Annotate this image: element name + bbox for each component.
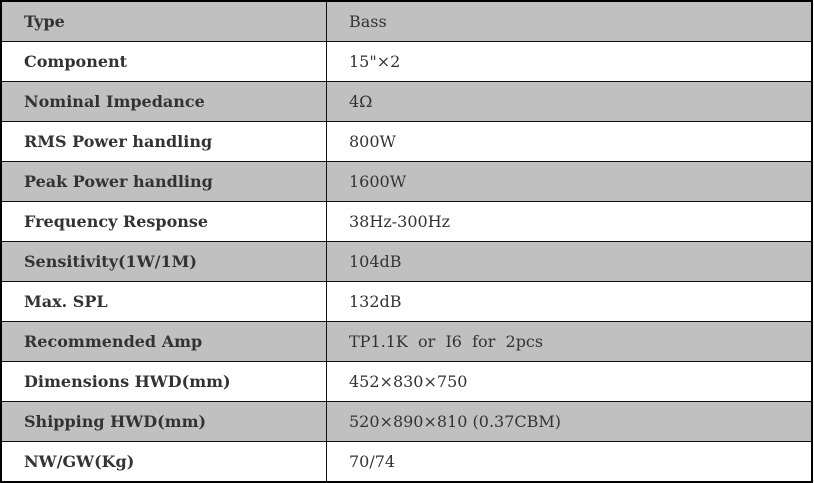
table-row: Frequency Response 38Hz-300Hz: [0, 201, 813, 242]
spec-value: Bass: [326, 0, 813, 42]
table-row: Component 15"×2: [0, 41, 813, 82]
spec-value: 15"×2: [326, 41, 813, 82]
spec-label: Dimensions HWD(mm): [0, 361, 327, 402]
table-row: Peak Power handling 1600W: [0, 161, 813, 202]
table-row: Dimensions HWD(mm) 452×830×750: [0, 361, 813, 402]
table-row: Sensitivity(1W/1M) 104dB: [0, 241, 813, 282]
spec-value: TP1.1K or I6 for 2pcs: [326, 321, 813, 362]
table-row: Type Bass: [0, 0, 813, 42]
spec-value: 1600W: [326, 161, 813, 202]
table-row: Shipping HWD(mm) 520×890×810 (0.37CBM): [0, 401, 813, 442]
table-row: NW/GW(Kg) 70/74: [0, 441, 813, 483]
spec-value: 4Ω: [326, 81, 813, 122]
spec-label: Component: [0, 41, 327, 82]
spec-label: Type: [0, 0, 327, 42]
spec-value: 520×890×810 (0.37CBM): [326, 401, 813, 442]
spec-value: 800W: [326, 121, 813, 162]
table-row: Max. SPL 132dB: [0, 281, 813, 322]
spec-value: 104dB: [326, 241, 813, 282]
table-row: RMS Power handling 800W: [0, 121, 813, 162]
table-row: Nominal Impedance 4Ω: [0, 81, 813, 122]
spec-label: Nominal Impedance: [0, 81, 327, 122]
spec-label: RMS Power handling: [0, 121, 327, 162]
spec-value: 452×830×750: [326, 361, 813, 402]
spec-label: Recommended Amp: [0, 321, 327, 362]
spec-value: 70/74: [326, 441, 813, 483]
spec-label: Max. SPL: [0, 281, 327, 322]
spec-label: Sensitivity(1W/1M): [0, 241, 327, 282]
spec-value: 132dB: [326, 281, 813, 322]
table-row: Recommended Amp TP1.1K or I6 for 2pcs: [0, 321, 813, 362]
spec-label: Shipping HWD(mm): [0, 401, 327, 442]
spec-label: Frequency Response: [0, 201, 327, 242]
spec-label: Peak Power handling: [0, 161, 327, 202]
spec-value: 38Hz-300Hz: [326, 201, 813, 242]
spec-label: NW/GW(Kg): [0, 441, 327, 483]
